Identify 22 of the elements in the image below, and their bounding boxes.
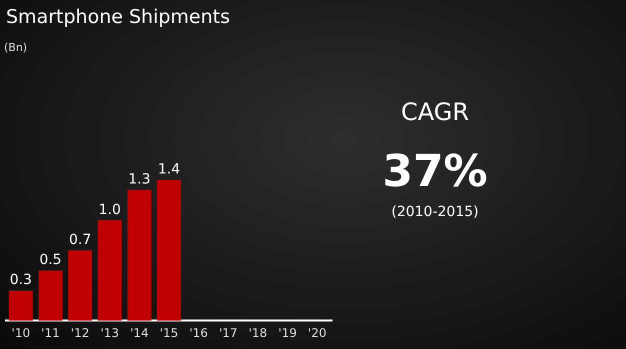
data-label: 0.5: [39, 252, 62, 268]
data-label: 1.0: [98, 202, 121, 218]
x-tick-label: '18: [248, 326, 268, 340]
data-label: 1.3: [128, 172, 150, 188]
x-tick-label: '13: [100, 326, 120, 340]
chart-title: Smartphone Shipments: [6, 6, 230, 28]
x-tick-label: '16: [189, 326, 208, 340]
text: (2010-2015): [390, 204, 480, 220]
data-label: 1.4: [158, 162, 180, 178]
text: CAGR: [400, 98, 470, 126]
x-tick-label: '12: [70, 326, 90, 340]
x-tick-label: '11: [41, 326, 60, 340]
data-label: 0.7: [68, 232, 92, 248]
x-tick-label: '20: [308, 326, 326, 340]
chart-subtitle: (Bn): [4, 41, 28, 54]
text: 37%: [381, 146, 489, 197]
data-label: 0.3: [10, 272, 32, 288]
x-tick-label: '19: [278, 326, 297, 340]
x-tick-label: '10: [12, 326, 30, 340]
x-tick-label: '17: [218, 326, 238, 340]
x-tick-label: '15: [160, 326, 178, 340]
x-tick-label: '14: [130, 326, 149, 340]
